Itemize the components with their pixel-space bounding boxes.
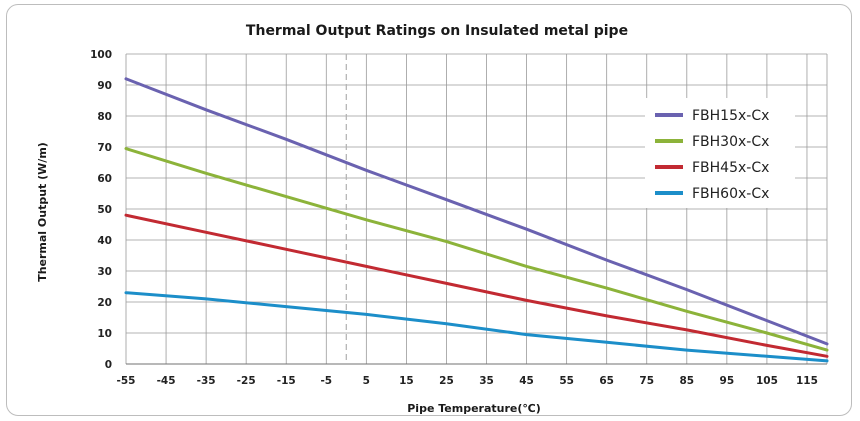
x-tick-label-7: 15 xyxy=(399,375,414,387)
x-axis-title: Pipe Temperature(℃) xyxy=(407,402,541,415)
y-tick-label-10: 100 xyxy=(90,49,112,61)
series-line-1 xyxy=(124,147,829,352)
y-tick-label-2: 20 xyxy=(97,297,112,309)
y-tick-label-4: 40 xyxy=(97,235,112,247)
legend-label-1: FBH30x-Cx xyxy=(692,134,769,150)
x-tick-label-16: 105 xyxy=(756,375,778,387)
legend-label-3: FBH60x-Cx xyxy=(692,186,769,202)
x-tick-label-11: 55 xyxy=(559,375,574,387)
x-tick-label-14: 85 xyxy=(679,375,694,387)
chart-title: Thermal Output Ratings on Insulated meta… xyxy=(246,23,628,39)
y-axis-title: Thermal Output (W/m) xyxy=(36,142,49,282)
x-tick-label-2: -35 xyxy=(197,375,216,387)
x-tick-label-0: -55 xyxy=(117,375,136,387)
chart-frame xyxy=(6,4,852,416)
x-tick-label-3: -25 xyxy=(237,375,256,387)
y-tick-label-3: 30 xyxy=(97,266,112,278)
x-tick-label-10: 45 xyxy=(519,375,534,387)
x-tick-label-8: 25 xyxy=(439,375,454,387)
y-tick-label-7: 70 xyxy=(97,142,112,154)
series-line-0 xyxy=(124,77,829,346)
legend-label-2: FBH45x-Cx xyxy=(692,160,769,176)
y-tick-labels: 0 10 20 30 40 50 60 70 80 90 100 xyxy=(90,49,112,371)
legend-label-0: FBH15x-Cx xyxy=(692,108,769,124)
series-lines xyxy=(124,77,829,363)
y-tick-label-5: 50 xyxy=(97,204,112,216)
y-tick-label-1: 10 xyxy=(97,328,112,340)
x-tick-label-1: -45 xyxy=(157,375,176,387)
y-tick-label-6: 60 xyxy=(97,173,112,185)
x-tick-label-13: 75 xyxy=(639,375,654,387)
series-line-3 xyxy=(124,291,829,363)
x-tick-label-4: -15 xyxy=(277,375,296,387)
x-tick-labels: -55 -45 -35 -25 -15 -5 5 15 25 35 45 55 65 75 85 95 105 1… xyxy=(117,375,818,387)
x-tick-label-5: -5 xyxy=(320,375,332,387)
y-tick-label-8: 80 xyxy=(97,111,112,123)
x-tick-label-9: 35 xyxy=(479,375,494,387)
y-tick-label-0: 0 xyxy=(105,359,112,371)
x-tick-label-15: 95 xyxy=(720,375,735,387)
x-tick-label-12: 65 xyxy=(599,375,614,387)
series-line-2 xyxy=(124,213,829,358)
x-tick-label-17: 115 xyxy=(796,375,818,387)
x-tick-label-6: 5 xyxy=(363,375,370,387)
legend: FBH15x-Cx FBH30x-Cx FBH45x-Cx FBH60x-Cx xyxy=(645,98,795,208)
y-tick-label-9: 90 xyxy=(97,80,112,92)
